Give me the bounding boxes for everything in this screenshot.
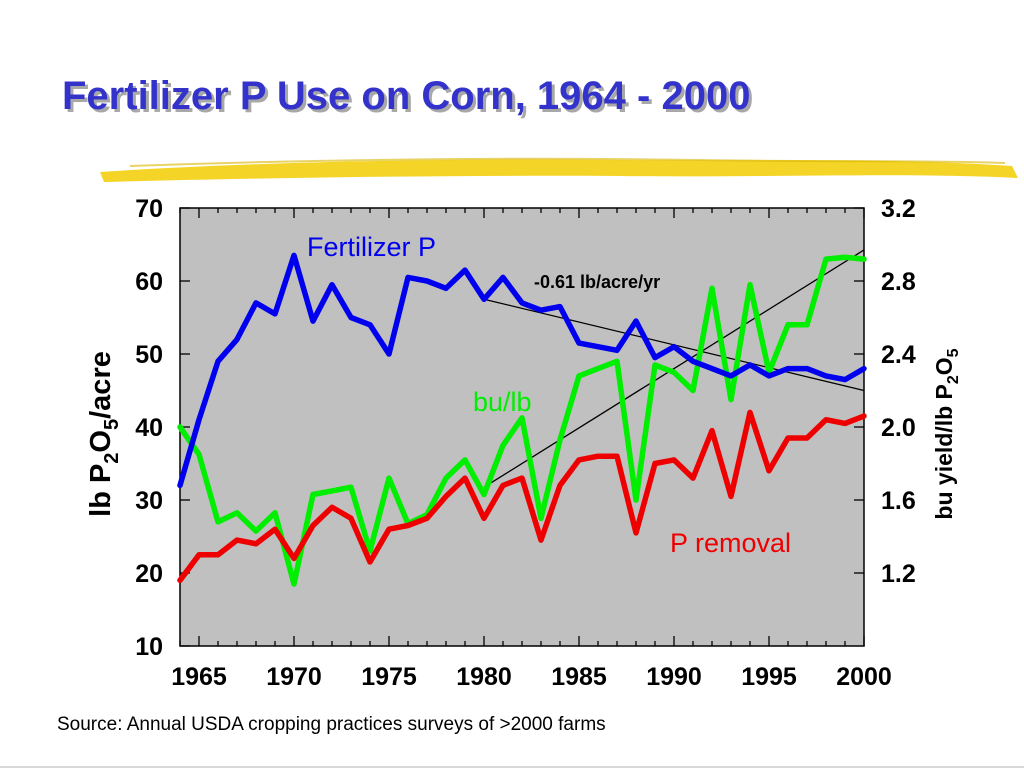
y-right-tick-label: 2.8 — [881, 268, 916, 296]
bottom-divider — [0, 766, 1024, 768]
x-tick-label: 1990 — [646, 663, 702, 691]
y-right-axis-label: bu yield/lb P2O5 — [931, 348, 962, 519]
series-label-bu-per-lb: bu/lb — [473, 387, 532, 417]
x-tick-label: 2000 — [836, 663, 892, 691]
y-left-tick-label: 10 — [135, 633, 163, 661]
series-line-bu-lb — [177, 254, 867, 587]
title-underline-highlight — [100, 157, 1018, 182]
source-note: Source: Annual USDA cropping practices s… — [57, 714, 606, 735]
trend-line — [483, 249, 865, 488]
x-tick-label: 1980 — [456, 663, 512, 691]
x-tick-label: 1970 — [266, 663, 322, 691]
tick-labels: 1965 1970 1975 1980 1985 1990 1995 2000 10 20 30 40… — [135, 195, 916, 691]
y-left-tick-label: 70 — [135, 195, 163, 223]
x-tick-label: 1995 — [741, 663, 797, 691]
trend-annotation: -0.61 lb/acre/yr — [534, 272, 660, 292]
slide-title: Fertilizer P Use on Corn, 1964 - 2000 — [62, 74, 751, 118]
y-right-tick-label: 2.0 — [881, 414, 916, 442]
y-left-tick-label: 40 — [135, 414, 163, 442]
y-right-tick-label: 2.4 — [881, 341, 916, 369]
y-left-tick-label: 30 — [135, 487, 163, 515]
y-left-axis-label: lb P2O5/acre — [85, 351, 123, 517]
y-right-tick-label: 3.2 — [881, 195, 916, 223]
y-right-tick-label: 1.2 — [881, 560, 916, 588]
series-label-p-removal: P removal — [670, 528, 791, 558]
y-left-tick-label: 50 — [135, 341, 163, 369]
series-label-fertilizer-p: Fertilizer P — [307, 232, 436, 262]
series-line-fertilizer-p — [177, 252, 867, 489]
x-tick-label: 1985 — [551, 663, 607, 691]
x-tick-label: 1965 — [171, 663, 227, 691]
series-lines — [177, 252, 867, 587]
axis-ticks — [179, 207, 865, 647]
y-left-tick-label: 20 — [135, 560, 163, 588]
y-left-tick-label: 60 — [135, 268, 163, 296]
x-tick-label: 1975 — [361, 663, 417, 691]
series-line-p-removal — [177, 409, 867, 584]
y-right-tick-label: 1.6 — [881, 487, 916, 515]
